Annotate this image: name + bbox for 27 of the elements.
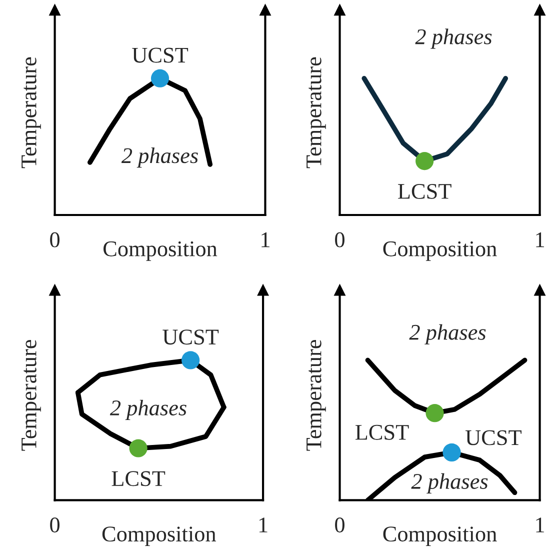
x-tick-label: 0 <box>335 232 344 248</box>
annotation: LCST <box>112 471 166 486</box>
annotation: UCST <box>466 430 522 446</box>
annotation: 2 phases <box>411 473 488 494</box>
y-axis-title: Temperature <box>22 57 41 168</box>
annotation: LCST <box>398 184 452 199</box>
x-tick-label: 1 <box>536 232 544 248</box>
annotation: 2 phases <box>121 148 198 168</box>
x-tick-label: 1 <box>536 518 544 532</box>
y-axis-title: Temperature <box>306 57 326 168</box>
x-tick-label: 0 <box>50 232 60 248</box>
annotation: 2 phases <box>110 400 186 420</box>
annotation: UCST <box>162 330 219 345</box>
annotation: UCST <box>132 48 188 63</box>
x-tick-label: 0 <box>50 517 60 532</box>
text: 2 phases <box>409 324 486 344</box>
y-axis-title: Temperature <box>22 340 41 451</box>
x-tick-label: 0 <box>335 517 344 532</box>
y-axis-title: Temperature <box>306 340 326 451</box>
text: 2 phases <box>415 28 492 49</box>
x-axis-title: Composition <box>383 241 497 261</box>
x-axis-title: Composition <box>102 526 216 546</box>
annotation: LCST <box>355 424 409 440</box>
x-tick-label: 1 <box>259 518 268 532</box>
x-tick-label: 1 <box>262 232 270 248</box>
x-axis-title: Composition <box>383 526 497 546</box>
x-axis-title: Composition <box>104 241 218 261</box>
